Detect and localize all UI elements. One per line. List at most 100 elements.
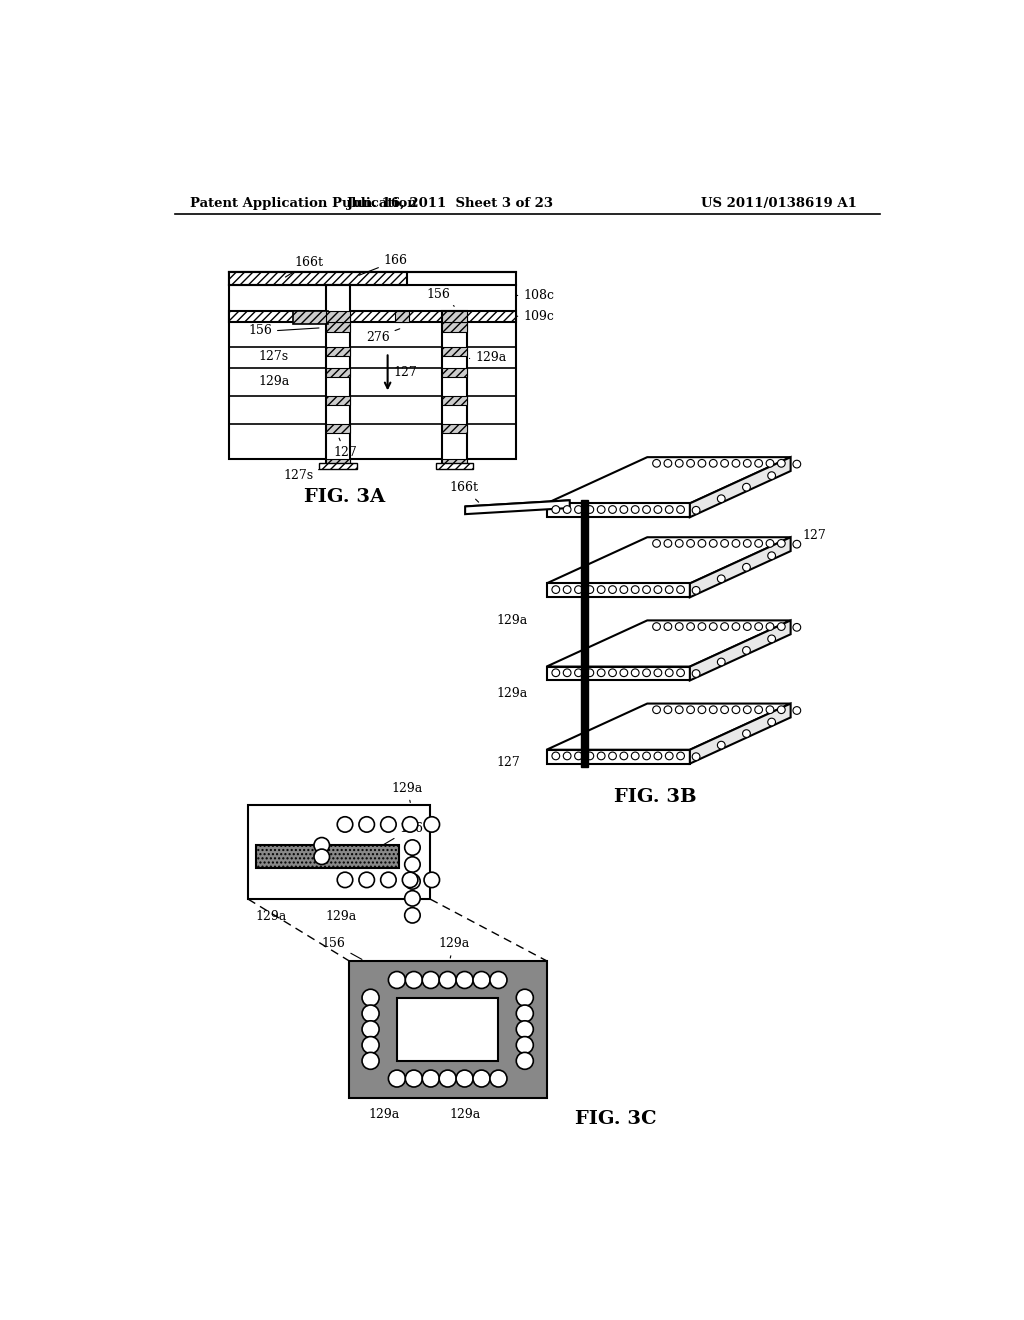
Circle shape bbox=[516, 989, 534, 1006]
Circle shape bbox=[710, 706, 717, 714]
Circle shape bbox=[381, 817, 396, 832]
Circle shape bbox=[359, 817, 375, 832]
Circle shape bbox=[698, 459, 706, 467]
Circle shape bbox=[654, 669, 662, 677]
Circle shape bbox=[643, 506, 650, 513]
Bar bbox=[442, 322, 467, 331]
Circle shape bbox=[620, 506, 628, 513]
Polygon shape bbox=[465, 500, 569, 515]
Circle shape bbox=[666, 506, 673, 513]
Bar bbox=[293, 312, 328, 323]
Circle shape bbox=[755, 706, 763, 714]
Polygon shape bbox=[547, 583, 690, 598]
Circle shape bbox=[337, 873, 352, 887]
Circle shape bbox=[766, 540, 774, 548]
Circle shape bbox=[742, 564, 751, 572]
Bar bbox=[326, 285, 350, 462]
Bar bbox=[248, 805, 430, 899]
Text: 109c: 109c bbox=[515, 310, 554, 323]
Circle shape bbox=[793, 461, 801, 469]
Circle shape bbox=[710, 540, 717, 548]
Text: 129a: 129a bbox=[496, 686, 527, 700]
Polygon shape bbox=[690, 620, 791, 681]
Circle shape bbox=[676, 706, 683, 714]
Bar bbox=[326, 459, 350, 469]
Circle shape bbox=[439, 972, 457, 989]
Polygon shape bbox=[547, 620, 791, 667]
Circle shape bbox=[337, 817, 352, 832]
Circle shape bbox=[404, 874, 420, 890]
Text: 129a: 129a bbox=[369, 1109, 399, 1121]
Circle shape bbox=[664, 623, 672, 631]
Text: 156: 156 bbox=[322, 937, 361, 960]
Circle shape bbox=[362, 1036, 379, 1053]
Bar bbox=[442, 459, 467, 469]
Bar bbox=[442, 396, 467, 405]
Circle shape bbox=[402, 873, 418, 887]
Circle shape bbox=[677, 669, 684, 677]
Circle shape bbox=[552, 586, 560, 594]
Circle shape bbox=[574, 752, 583, 760]
Text: 129a: 129a bbox=[496, 614, 527, 627]
Bar bbox=[326, 424, 350, 433]
Circle shape bbox=[676, 540, 683, 548]
Circle shape bbox=[732, 706, 739, 714]
Circle shape bbox=[766, 623, 774, 631]
Bar bbox=[256, 845, 399, 869]
Circle shape bbox=[643, 752, 650, 760]
Text: 127: 127 bbox=[802, 529, 826, 543]
Circle shape bbox=[608, 586, 616, 594]
Text: 129a: 129a bbox=[258, 375, 290, 388]
Bar bbox=[326, 396, 350, 405]
Circle shape bbox=[574, 506, 583, 513]
Circle shape bbox=[586, 669, 594, 677]
Circle shape bbox=[362, 1052, 379, 1069]
Circle shape bbox=[388, 972, 406, 989]
Circle shape bbox=[652, 623, 660, 631]
Circle shape bbox=[632, 506, 639, 513]
Circle shape bbox=[654, 506, 662, 513]
Bar bbox=[326, 368, 350, 378]
Circle shape bbox=[768, 552, 775, 560]
Circle shape bbox=[732, 459, 739, 467]
Bar bbox=[395, 312, 410, 322]
Circle shape bbox=[516, 1020, 534, 1038]
Text: 129a: 129a bbox=[391, 781, 423, 803]
Circle shape bbox=[439, 1071, 457, 1088]
Bar bbox=[326, 312, 350, 322]
Circle shape bbox=[597, 669, 605, 677]
Text: 129a: 129a bbox=[438, 937, 469, 958]
Circle shape bbox=[698, 623, 706, 631]
Circle shape bbox=[489, 1071, 507, 1088]
Polygon shape bbox=[547, 667, 690, 681]
Circle shape bbox=[362, 1020, 379, 1038]
Bar bbox=[228, 272, 515, 459]
Circle shape bbox=[314, 838, 330, 853]
Circle shape bbox=[777, 540, 785, 548]
Circle shape bbox=[698, 540, 706, 548]
Circle shape bbox=[362, 989, 379, 1006]
Circle shape bbox=[552, 669, 560, 677]
Circle shape bbox=[586, 586, 594, 594]
Circle shape bbox=[652, 459, 660, 467]
Bar bbox=[397, 998, 499, 1061]
Circle shape bbox=[677, 506, 684, 513]
Bar bbox=[442, 368, 467, 378]
Bar bbox=[228, 312, 515, 322]
Circle shape bbox=[388, 1071, 406, 1088]
Bar bbox=[326, 322, 350, 331]
Circle shape bbox=[743, 459, 752, 467]
Circle shape bbox=[718, 576, 725, 582]
Circle shape bbox=[652, 706, 660, 714]
Circle shape bbox=[643, 586, 650, 594]
Bar bbox=[326, 347, 350, 356]
Circle shape bbox=[362, 1005, 379, 1022]
Circle shape bbox=[422, 1071, 439, 1088]
Polygon shape bbox=[547, 457, 791, 503]
Circle shape bbox=[314, 849, 330, 865]
Polygon shape bbox=[547, 537, 791, 583]
Text: FIG. 3C: FIG. 3C bbox=[575, 1110, 657, 1129]
Circle shape bbox=[666, 752, 673, 760]
Circle shape bbox=[563, 669, 571, 677]
Text: 166: 166 bbox=[359, 255, 408, 275]
